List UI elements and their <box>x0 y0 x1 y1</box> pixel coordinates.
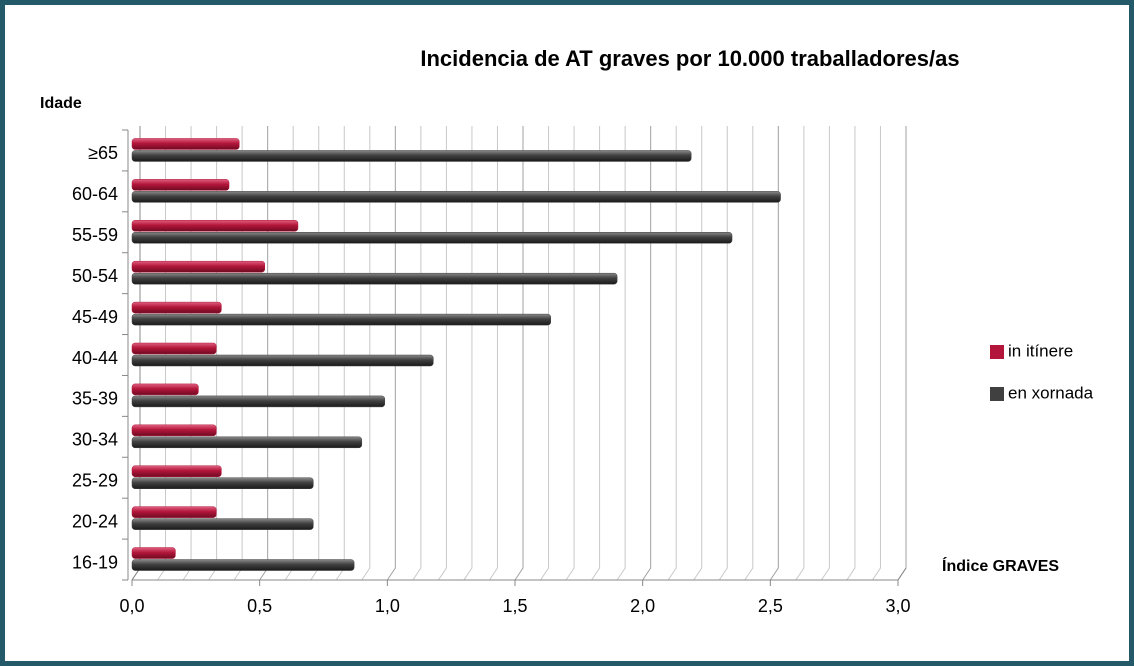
bar <box>131 220 299 232</box>
bar <box>131 354 434 367</box>
bar <box>131 559 355 571</box>
grid-line <box>795 126 805 581</box>
bar <box>131 179 230 191</box>
grid-line <box>820 126 830 581</box>
y-tick-label: 55-59 <box>72 225 118 245</box>
x-tick-label: 3,0 <box>885 596 910 616</box>
bar <box>131 436 363 449</box>
y-tick-label: 20-24 <box>72 511 118 531</box>
y-tick-label: 30-34 <box>72 430 118 450</box>
grid-line <box>693 126 703 581</box>
grid-line <box>642 126 652 581</box>
bar <box>131 150 692 162</box>
grid-line <box>846 126 856 581</box>
bar <box>131 301 222 314</box>
bar <box>131 424 217 437</box>
bar <box>131 138 240 150</box>
y-tick-label: 60-64 <box>72 184 118 204</box>
x-floor-line <box>897 567 907 581</box>
y-axis-label: Idade <box>40 95 82 112</box>
grid-line <box>667 126 677 581</box>
y-tick-label: 45-49 <box>72 307 118 327</box>
legend-swatch <box>990 387 1004 401</box>
y-tick-label: 50-54 <box>72 266 118 286</box>
x-tick-label: 0,5 <box>247 596 272 616</box>
legend-label: en xornada <box>1008 383 1094 402</box>
chart-title: Incidencia de AT graves por 10.000 traba… <box>420 46 959 71</box>
legend-swatch <box>990 345 1004 359</box>
bar <box>131 313 551 326</box>
grid-line <box>897 126 907 581</box>
x-tick-label: 1,0 <box>375 596 400 616</box>
bar <box>131 383 199 396</box>
bar <box>131 518 314 530</box>
grid-line <box>769 126 779 581</box>
bar <box>131 342 217 355</box>
y-tick-label: 25-29 <box>72 470 118 490</box>
bar <box>131 506 217 518</box>
x-tick-label: 2,0 <box>630 596 655 616</box>
bar <box>131 260 266 273</box>
y-tick-label: 40-44 <box>72 348 118 368</box>
x-tick-label: 2,5 <box>758 596 783 616</box>
y-tick-label: 35-39 <box>72 389 118 409</box>
grid-line <box>616 126 626 581</box>
bar <box>131 272 618 285</box>
bar <box>131 191 781 203</box>
grid-line <box>718 126 728 581</box>
bar <box>131 547 176 559</box>
bar <box>131 232 733 244</box>
grid-line <box>744 126 754 581</box>
y-tick-label: 16-19 <box>72 552 118 572</box>
y-tick-label: ≥65 <box>88 143 118 163</box>
bar <box>131 465 222 477</box>
bar <box>131 477 314 489</box>
x-axis-label: Índice GRAVES <box>942 556 1059 575</box>
bar <box>131 395 386 408</box>
grid-line <box>872 126 881 581</box>
x-tick-label: 0,0 <box>119 596 144 616</box>
legend-label: in itínere <box>1008 341 1073 360</box>
x-tick-label: 1,5 <box>502 596 527 616</box>
